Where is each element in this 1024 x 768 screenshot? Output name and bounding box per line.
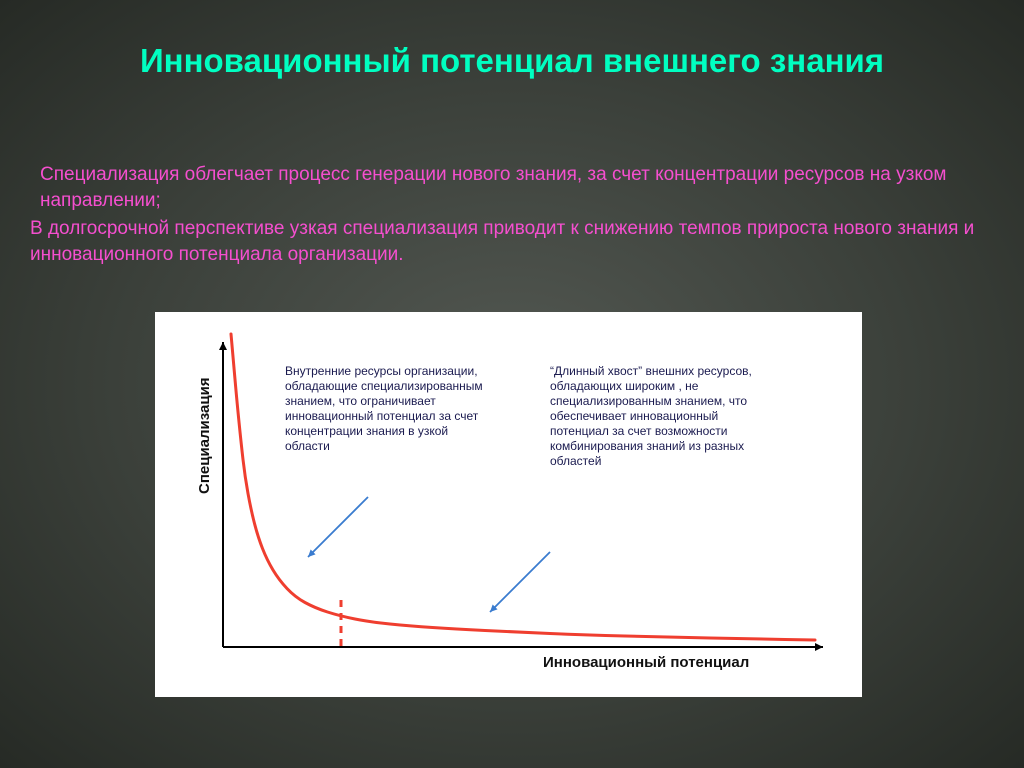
x-axis-label: Инновационный потенциал <box>543 654 749 671</box>
slide-title: Инновационный потенциал внешнего знания <box>0 40 1024 81</box>
paragraph-specialization-2: В долгосрочной перспективе узкая специал… <box>30 216 990 267</box>
y-axis-label: Специализация <box>196 377 213 494</box>
annotation-long-tail: “Длинный хвост” внешних ресурсов, облада… <box>550 364 775 469</box>
chart-panel: Внутренние ресурсы организации, обладающ… <box>155 312 862 697</box>
paragraph-specialization-1: Специализация облегчает процесс генераци… <box>40 162 950 213</box>
annotation-internal-resources: Внутренние ресурсы организации, обладающ… <box>285 364 490 454</box>
